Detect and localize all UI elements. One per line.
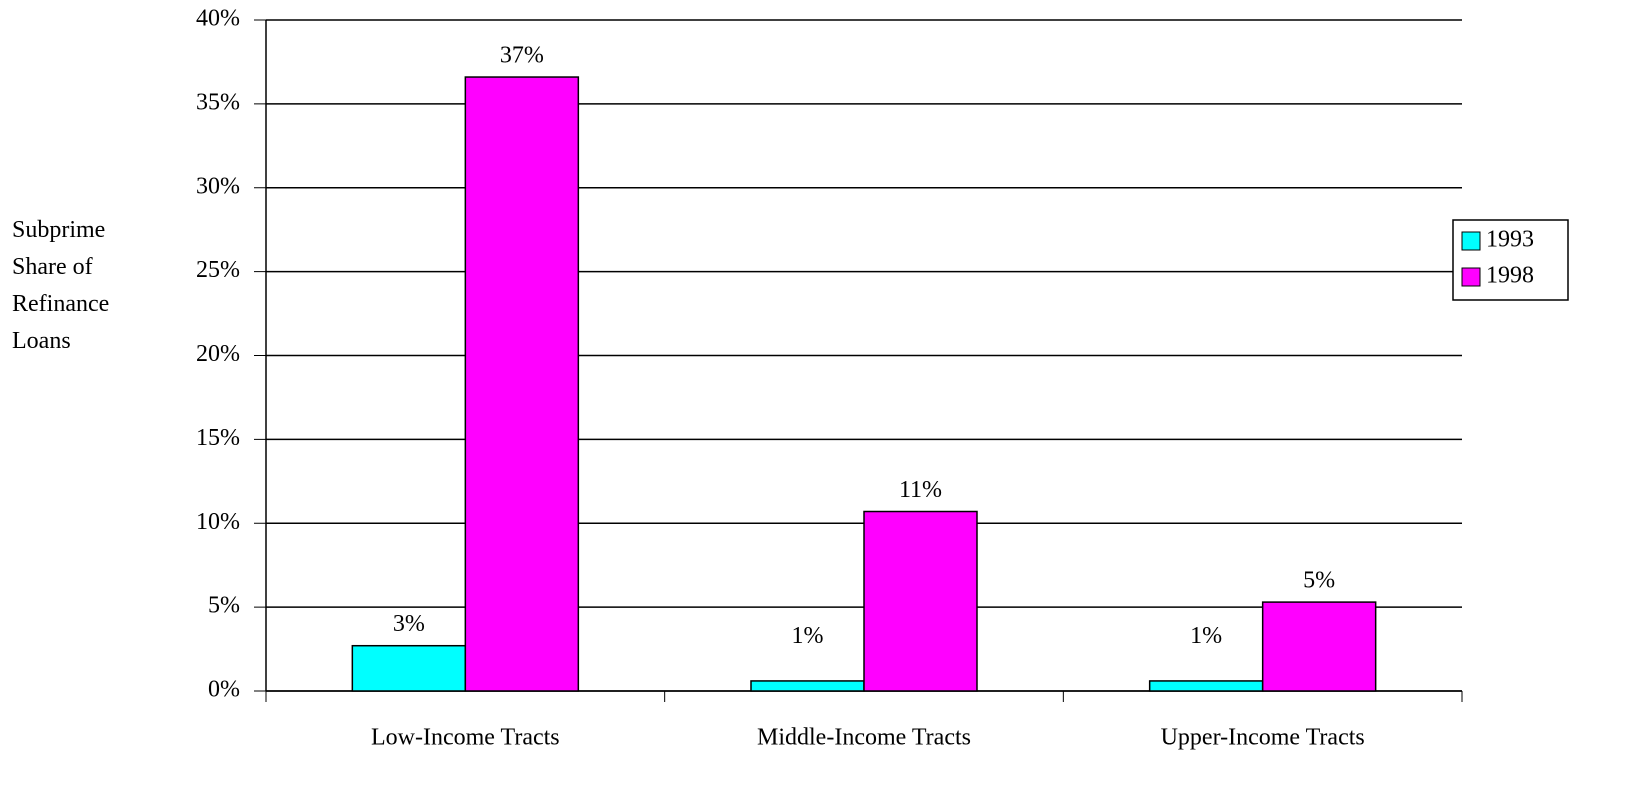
y-tick-label: 10%	[196, 509, 240, 535]
bar	[464, 76, 580, 692]
value-label: 1%	[1190, 623, 1222, 649]
y-axis-label: Subprime Share of Refinance Loans	[12, 217, 110, 354]
legend-swatch	[1461, 231, 1481, 251]
x-tick-label: Low-Income Tracts	[371, 725, 560, 751]
y-tick-label: 0%	[208, 677, 240, 703]
bar	[1261, 601, 1377, 692]
value-label: 11%	[899, 477, 942, 503]
bar	[1148, 680, 1264, 692]
y-tick-label: 25%	[196, 257, 240, 283]
y-tick-label: 5%	[208, 593, 240, 619]
y-tick-label: 35%	[196, 89, 240, 115]
y-tick-label: 30%	[196, 173, 240, 199]
legend-label: 1998	[1486, 263, 1534, 289]
value-label: 1%	[792, 623, 824, 649]
x-tick-label: Upper-Income Tracts	[1161, 725, 1365, 751]
y-tick-label: 40%	[196, 6, 240, 32]
value-label: 5%	[1303, 568, 1335, 594]
y-tick-label: 20%	[196, 341, 240, 367]
value-label: 3%	[393, 611, 425, 637]
x-tick-label: Middle-Income Tracts	[757, 725, 971, 751]
legend-swatch	[1461, 267, 1481, 287]
value-label: 37%	[500, 43, 544, 69]
bar	[863, 510, 978, 692]
bar	[750, 680, 865, 692]
legend-label: 1993	[1486, 227, 1534, 253]
bar	[351, 644, 467, 692]
y-tick-label: 15%	[196, 425, 240, 451]
